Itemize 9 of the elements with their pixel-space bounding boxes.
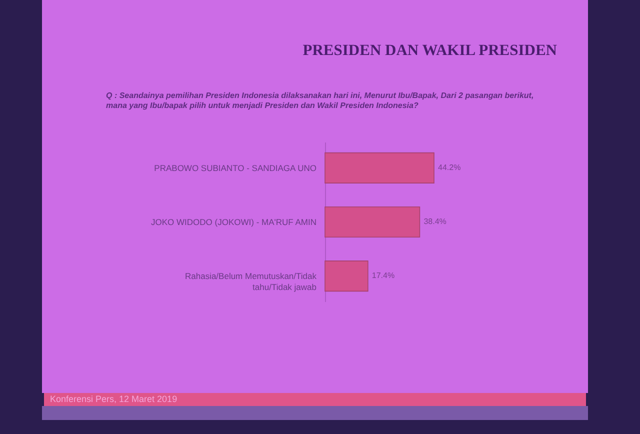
chart-title: PRESIDEN DAN WAKIL PRESIDEN: [302, 42, 557, 60]
data-label: 38.4%: [424, 217, 446, 226]
text: Konferensi Pers, 12 Maret 2019: [50, 394, 178, 405]
data-label: 44.2%: [438, 162, 461, 172]
y-tick-label: Rahasia/Belum Memutuskan/Tidak tahu/Tidak jawab: [185, 271, 318, 292]
chart-subtitle: Q : Seandainya pemilihan Presiden Indonesia dilaksanakan hari ini, Menurut Ibu/Bapak, Dari 2 pasangan berikut, mana yang Ibu/bapak pilih untuk menjadi Presiden dan Wakil Presiden Indonesia?: [106, 91, 535, 111]
y-tick-label: JOKO WIDODO (JOKOWI) - MA'RUF AMIN: [151, 217, 316, 227]
y-tick-label: PRABOWO SUBIANTO - SANDIAGA UNO: [154, 162, 317, 173]
data-label: 17.4%: [372, 271, 395, 280]
